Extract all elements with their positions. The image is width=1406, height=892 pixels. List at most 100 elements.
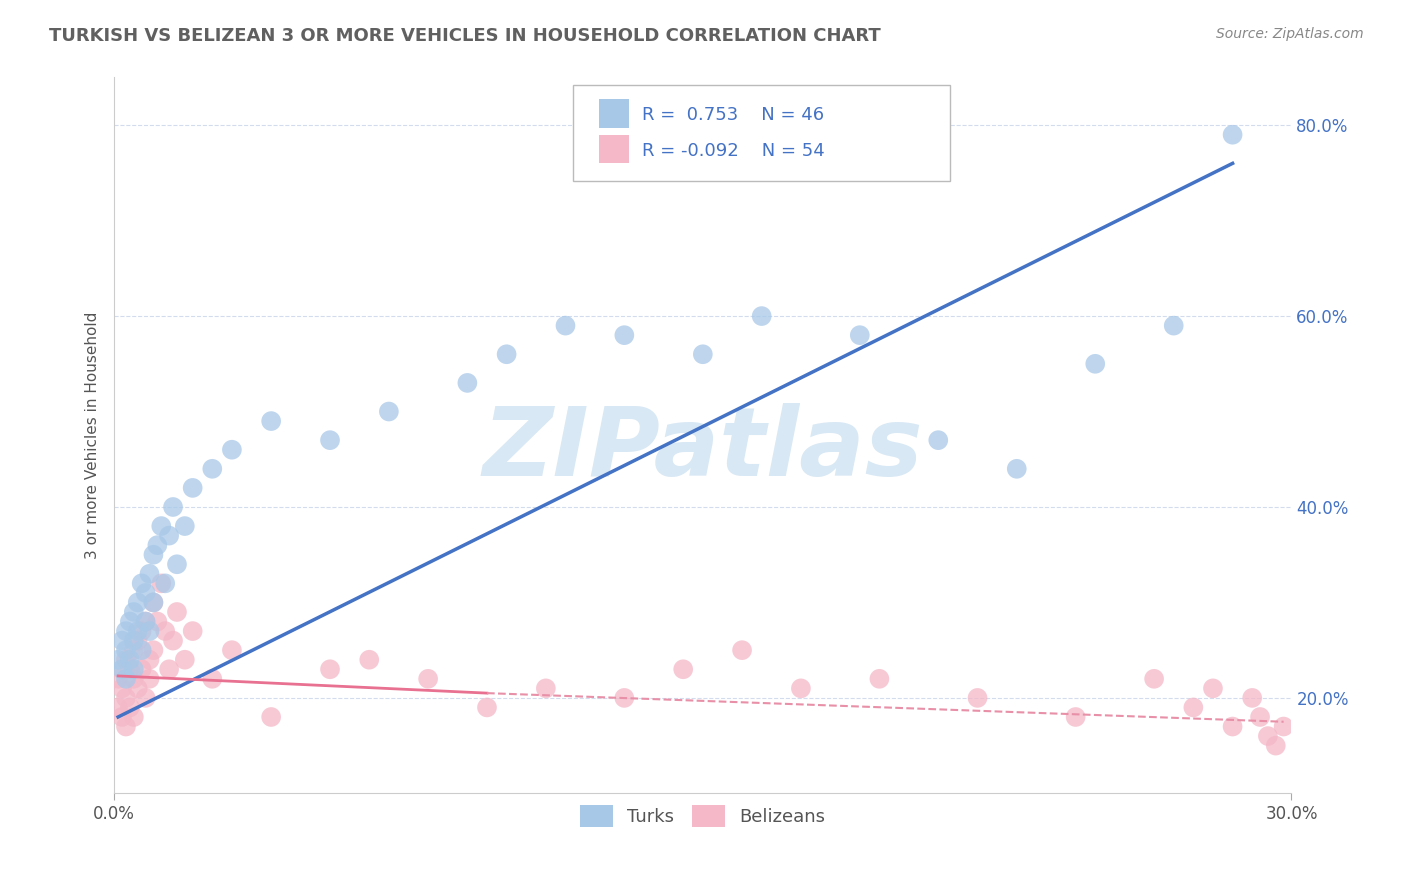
Point [115,690,138,705]
FancyBboxPatch shape [599,135,628,163]
Point [751,309,773,323]
Point [122,605,145,619]
Point [692,347,714,361]
Point [122,633,145,648]
Point [118,653,141,667]
Point [359,653,381,667]
Text: R = -0.092    N = 54: R = -0.092 N = 54 [641,142,824,161]
Point [181,481,204,495]
Point [118,700,141,714]
Point [122,643,145,657]
Point [201,672,224,686]
Point [1143,672,1166,686]
Point [260,710,283,724]
Point [1249,710,1271,724]
Point [127,633,149,648]
Point [221,442,243,457]
Point [118,615,141,629]
Legend: Turks, Belizeans: Turks, Belizeans [574,798,832,834]
Point [115,643,138,657]
Point [107,653,129,667]
Point [157,528,180,542]
Point [173,519,195,533]
Point [319,433,342,447]
Point [111,633,134,648]
Point [150,576,173,591]
Point [107,700,129,714]
Point [966,690,988,705]
Point [115,672,138,686]
Point [146,615,169,629]
Point [849,328,872,343]
Point [118,662,141,676]
Point [127,624,149,638]
Point [456,376,478,390]
Point [127,595,149,609]
Point [135,690,157,705]
Point [1222,128,1244,142]
Point [173,653,195,667]
Point [146,538,169,552]
Point [319,662,342,676]
Point [138,653,160,667]
Point [107,672,129,686]
Point [115,719,138,733]
Point [135,586,157,600]
Text: Source: ZipAtlas.com: Source: ZipAtlas.com [1216,27,1364,41]
Point [554,318,576,333]
FancyBboxPatch shape [574,85,950,181]
Point [111,662,134,676]
Point [221,643,243,657]
Text: TURKISH VS BELIZEAN 3 OR MORE VEHICLES IN HOUSEHOLD CORRELATION CHART: TURKISH VS BELIZEAN 3 OR MORE VEHICLES I… [49,27,882,45]
Point [162,633,184,648]
Point [1084,357,1107,371]
Point [157,662,180,676]
Point [153,576,176,591]
Point [1202,681,1225,696]
Point [131,662,153,676]
Point [131,576,153,591]
Point [142,548,165,562]
Point [181,624,204,638]
Point [135,615,157,629]
Text: ZIPatlas: ZIPatlas [482,403,924,496]
Point [378,404,401,418]
Point [162,500,184,514]
Point [135,615,157,629]
Point [122,710,145,724]
Point [111,681,134,696]
FancyBboxPatch shape [599,99,628,128]
Point [475,700,498,714]
Point [672,662,695,676]
Point [731,643,754,657]
Point [534,681,557,696]
Point [613,690,636,705]
Point [790,681,813,696]
Point [111,710,134,724]
Y-axis label: 3 or more Vehicles in Household: 3 or more Vehicles in Household [86,311,100,559]
Point [150,519,173,533]
Point [138,672,160,686]
Point [613,328,636,343]
Point [122,662,145,676]
Point [1182,700,1205,714]
Point [201,462,224,476]
Point [1005,462,1028,476]
Point [142,595,165,609]
Point [1272,719,1295,733]
Point [1241,690,1264,705]
Point [166,558,188,572]
Point [1163,318,1185,333]
Point [1222,719,1244,733]
Point [418,672,440,686]
Point [260,414,283,428]
Point [495,347,517,361]
Point [1257,729,1279,743]
Point [1064,710,1087,724]
Point [868,672,890,686]
Point [142,595,165,609]
Point [1264,739,1286,753]
Point [166,605,188,619]
Point [142,643,165,657]
Point [131,624,153,638]
